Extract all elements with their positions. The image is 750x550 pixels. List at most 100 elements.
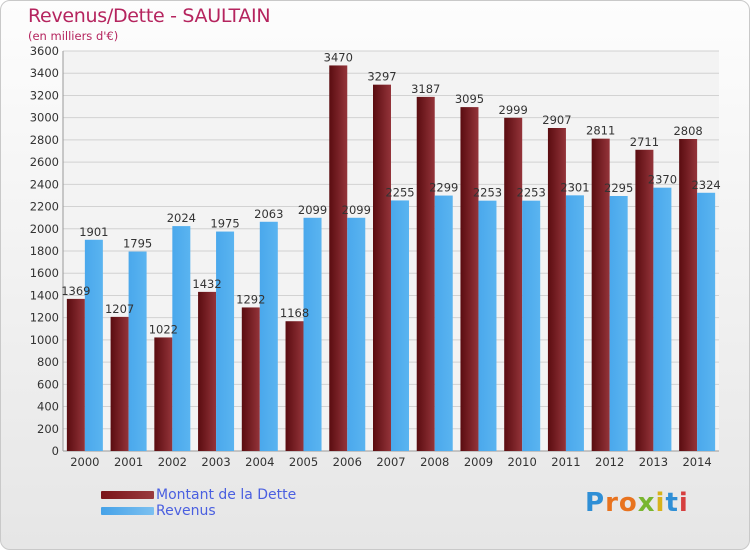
data-label-revenue: 2324 bbox=[691, 178, 720, 192]
data-label-debt: 3470 bbox=[324, 50, 353, 64]
y-tick-label: 600 bbox=[37, 377, 59, 391]
bar-revenue bbox=[522, 200, 541, 451]
x-tick-label: 2001 bbox=[114, 455, 143, 469]
bar-revenue bbox=[478, 200, 497, 451]
data-label-debt: 2808 bbox=[673, 124, 702, 138]
x-tick-label: 2006 bbox=[333, 455, 362, 469]
y-tick-label: 2800 bbox=[30, 133, 59, 147]
x-tick-label: 2012 bbox=[595, 455, 624, 469]
data-label-revenue: 2299 bbox=[429, 181, 458, 195]
data-label-revenue: 2063 bbox=[254, 207, 283, 221]
y-tick-label: 2200 bbox=[30, 200, 59, 214]
data-label-debt: 1369 bbox=[61, 284, 90, 298]
bar-revenue bbox=[697, 192, 716, 451]
data-label-debt: 1168 bbox=[280, 306, 309, 320]
data-label-debt: 1207 bbox=[105, 302, 134, 316]
bar-debt bbox=[460, 107, 479, 451]
bar-revenue bbox=[434, 195, 453, 451]
data-label-debt: 1292 bbox=[236, 292, 265, 306]
x-tick-label: 2002 bbox=[158, 455, 187, 469]
data-label-debt: 2811 bbox=[586, 124, 615, 138]
y-tick-label: 1800 bbox=[30, 244, 59, 258]
x-tick-label: 2014 bbox=[682, 455, 711, 469]
data-label-revenue: 2253 bbox=[517, 186, 546, 200]
x-tick-label: 2010 bbox=[508, 455, 537, 469]
y-tick-label: 1600 bbox=[30, 266, 59, 280]
y-tick-label: 0 bbox=[52, 444, 59, 458]
bar-debt bbox=[504, 117, 523, 452]
data-label-revenue: 2099 bbox=[298, 203, 327, 217]
y-tick-label: 1200 bbox=[30, 311, 59, 325]
x-tick-label: 2008 bbox=[420, 455, 449, 469]
data-label-debt: 1432 bbox=[192, 277, 221, 291]
y-tick-label: 400 bbox=[37, 400, 59, 414]
y-tick-label: 800 bbox=[37, 355, 59, 369]
data-label-revenue: 2024 bbox=[167, 211, 196, 225]
bar-revenue bbox=[347, 217, 366, 451]
x-tick-label: 2009 bbox=[464, 455, 493, 469]
x-tick-label: 2004 bbox=[245, 455, 274, 469]
y-tick-label: 2600 bbox=[30, 155, 59, 169]
data-label-debt: 3297 bbox=[367, 70, 396, 84]
bar-revenue bbox=[653, 187, 672, 451]
bar-revenue bbox=[172, 226, 191, 451]
bar-revenue bbox=[128, 251, 147, 451]
y-tick-label: 3200 bbox=[30, 88, 59, 102]
data-label-debt: 2999 bbox=[499, 103, 528, 117]
y-tick-label: 3400 bbox=[30, 66, 59, 80]
bar-debt bbox=[679, 139, 698, 451]
chart-title: Revenus/Dette - SAULTAIN bbox=[28, 5, 271, 27]
bar-debt bbox=[198, 291, 217, 451]
x-tick-label: 2013 bbox=[639, 455, 668, 469]
bar-revenue bbox=[84, 239, 103, 451]
proxiti-logo: Proxiti bbox=[585, 488, 689, 518]
data-label-debt: 2907 bbox=[542, 113, 571, 127]
data-label-revenue: 2099 bbox=[342, 203, 371, 217]
x-tick-label: 2007 bbox=[376, 455, 405, 469]
chart-subtitle: (en milliers d'€) bbox=[28, 29, 119, 43]
data-label-revenue: 1795 bbox=[123, 237, 152, 251]
bar-debt bbox=[547, 128, 566, 451]
y-tick-label: 200 bbox=[37, 422, 59, 436]
x-tick-label: 2000 bbox=[70, 455, 99, 469]
bar-debt bbox=[329, 65, 348, 451]
bar-revenue bbox=[259, 221, 278, 451]
bar-revenue bbox=[391, 200, 409, 451]
bar-debt bbox=[416, 96, 435, 451]
x-tick-label: 2003 bbox=[201, 455, 230, 469]
legend-label-revenue: Revenus bbox=[156, 503, 216, 519]
bar-revenue bbox=[303, 217, 322, 451]
bar-debt bbox=[154, 337, 173, 451]
y-tick-label: 1000 bbox=[30, 333, 59, 347]
y-tick-label: 2400 bbox=[30, 177, 59, 191]
bar-debt bbox=[373, 84, 391, 452]
data-label-revenue: 2295 bbox=[604, 181, 633, 195]
data-label-revenue: 2253 bbox=[473, 186, 502, 200]
legend-label-debt: Montant de la Dette bbox=[156, 487, 297, 503]
data-label-revenue: 2370 bbox=[648, 173, 677, 187]
bar-debt bbox=[591, 138, 610, 451]
bar-debt bbox=[635, 149, 654, 451]
data-label-revenue: 1975 bbox=[210, 217, 239, 231]
bar-debt bbox=[241, 307, 260, 451]
legend-swatch-debt bbox=[101, 491, 154, 499]
data-label-revenue: 1901 bbox=[79, 225, 108, 239]
y-tick-label: 3600 bbox=[30, 44, 59, 58]
data-label-debt: 1022 bbox=[149, 322, 178, 336]
data-label-debt: 2711 bbox=[630, 135, 659, 149]
bar-revenue bbox=[216, 231, 235, 451]
bar-revenue bbox=[565, 195, 584, 451]
x-tick-label: 2005 bbox=[289, 455, 318, 469]
y-tick-label: 3000 bbox=[30, 111, 59, 125]
data-label-debt: 3187 bbox=[411, 82, 440, 96]
bar-revenue bbox=[609, 196, 628, 451]
bar-debt bbox=[66, 298, 85, 451]
data-label-debt: 3095 bbox=[455, 92, 484, 106]
legend-swatch-revenue bbox=[101, 507, 154, 515]
data-label-revenue: 2255 bbox=[385, 185, 414, 199]
x-tick-label: 2011 bbox=[551, 455, 580, 469]
y-tick-label: 1400 bbox=[30, 288, 59, 302]
y-tick-label: 2000 bbox=[30, 222, 59, 236]
